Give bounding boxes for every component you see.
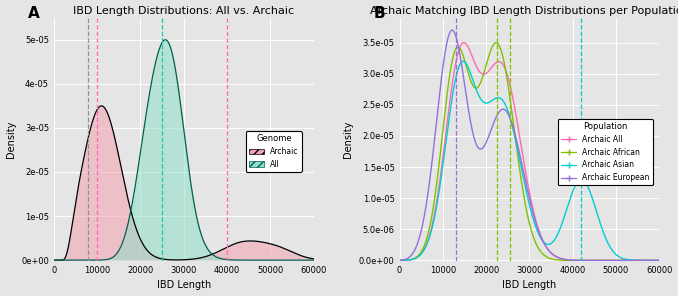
Y-axis label: Density: Density bbox=[5, 121, 16, 158]
Y-axis label: Density: Density bbox=[343, 121, 353, 158]
Text: B: B bbox=[374, 6, 385, 20]
Title: IBD Length Distributions: All vs. Archaic: IBD Length Distributions: All vs. Archai… bbox=[73, 6, 294, 16]
Title: Archaic Matching IBD Length Distributions per Population: Archaic Matching IBD Length Distribution… bbox=[370, 6, 678, 16]
Text: A: A bbox=[28, 6, 39, 20]
Legend: Archaic All, Archaic African, Archaic Asian, Archaic European: Archaic All, Archaic African, Archaic As… bbox=[558, 119, 653, 185]
X-axis label: IBD Length: IBD Length bbox=[157, 280, 211, 290]
X-axis label: IBD Length: IBD Length bbox=[502, 280, 557, 290]
Legend: Archaic, All: Archaic, All bbox=[246, 131, 302, 172]
